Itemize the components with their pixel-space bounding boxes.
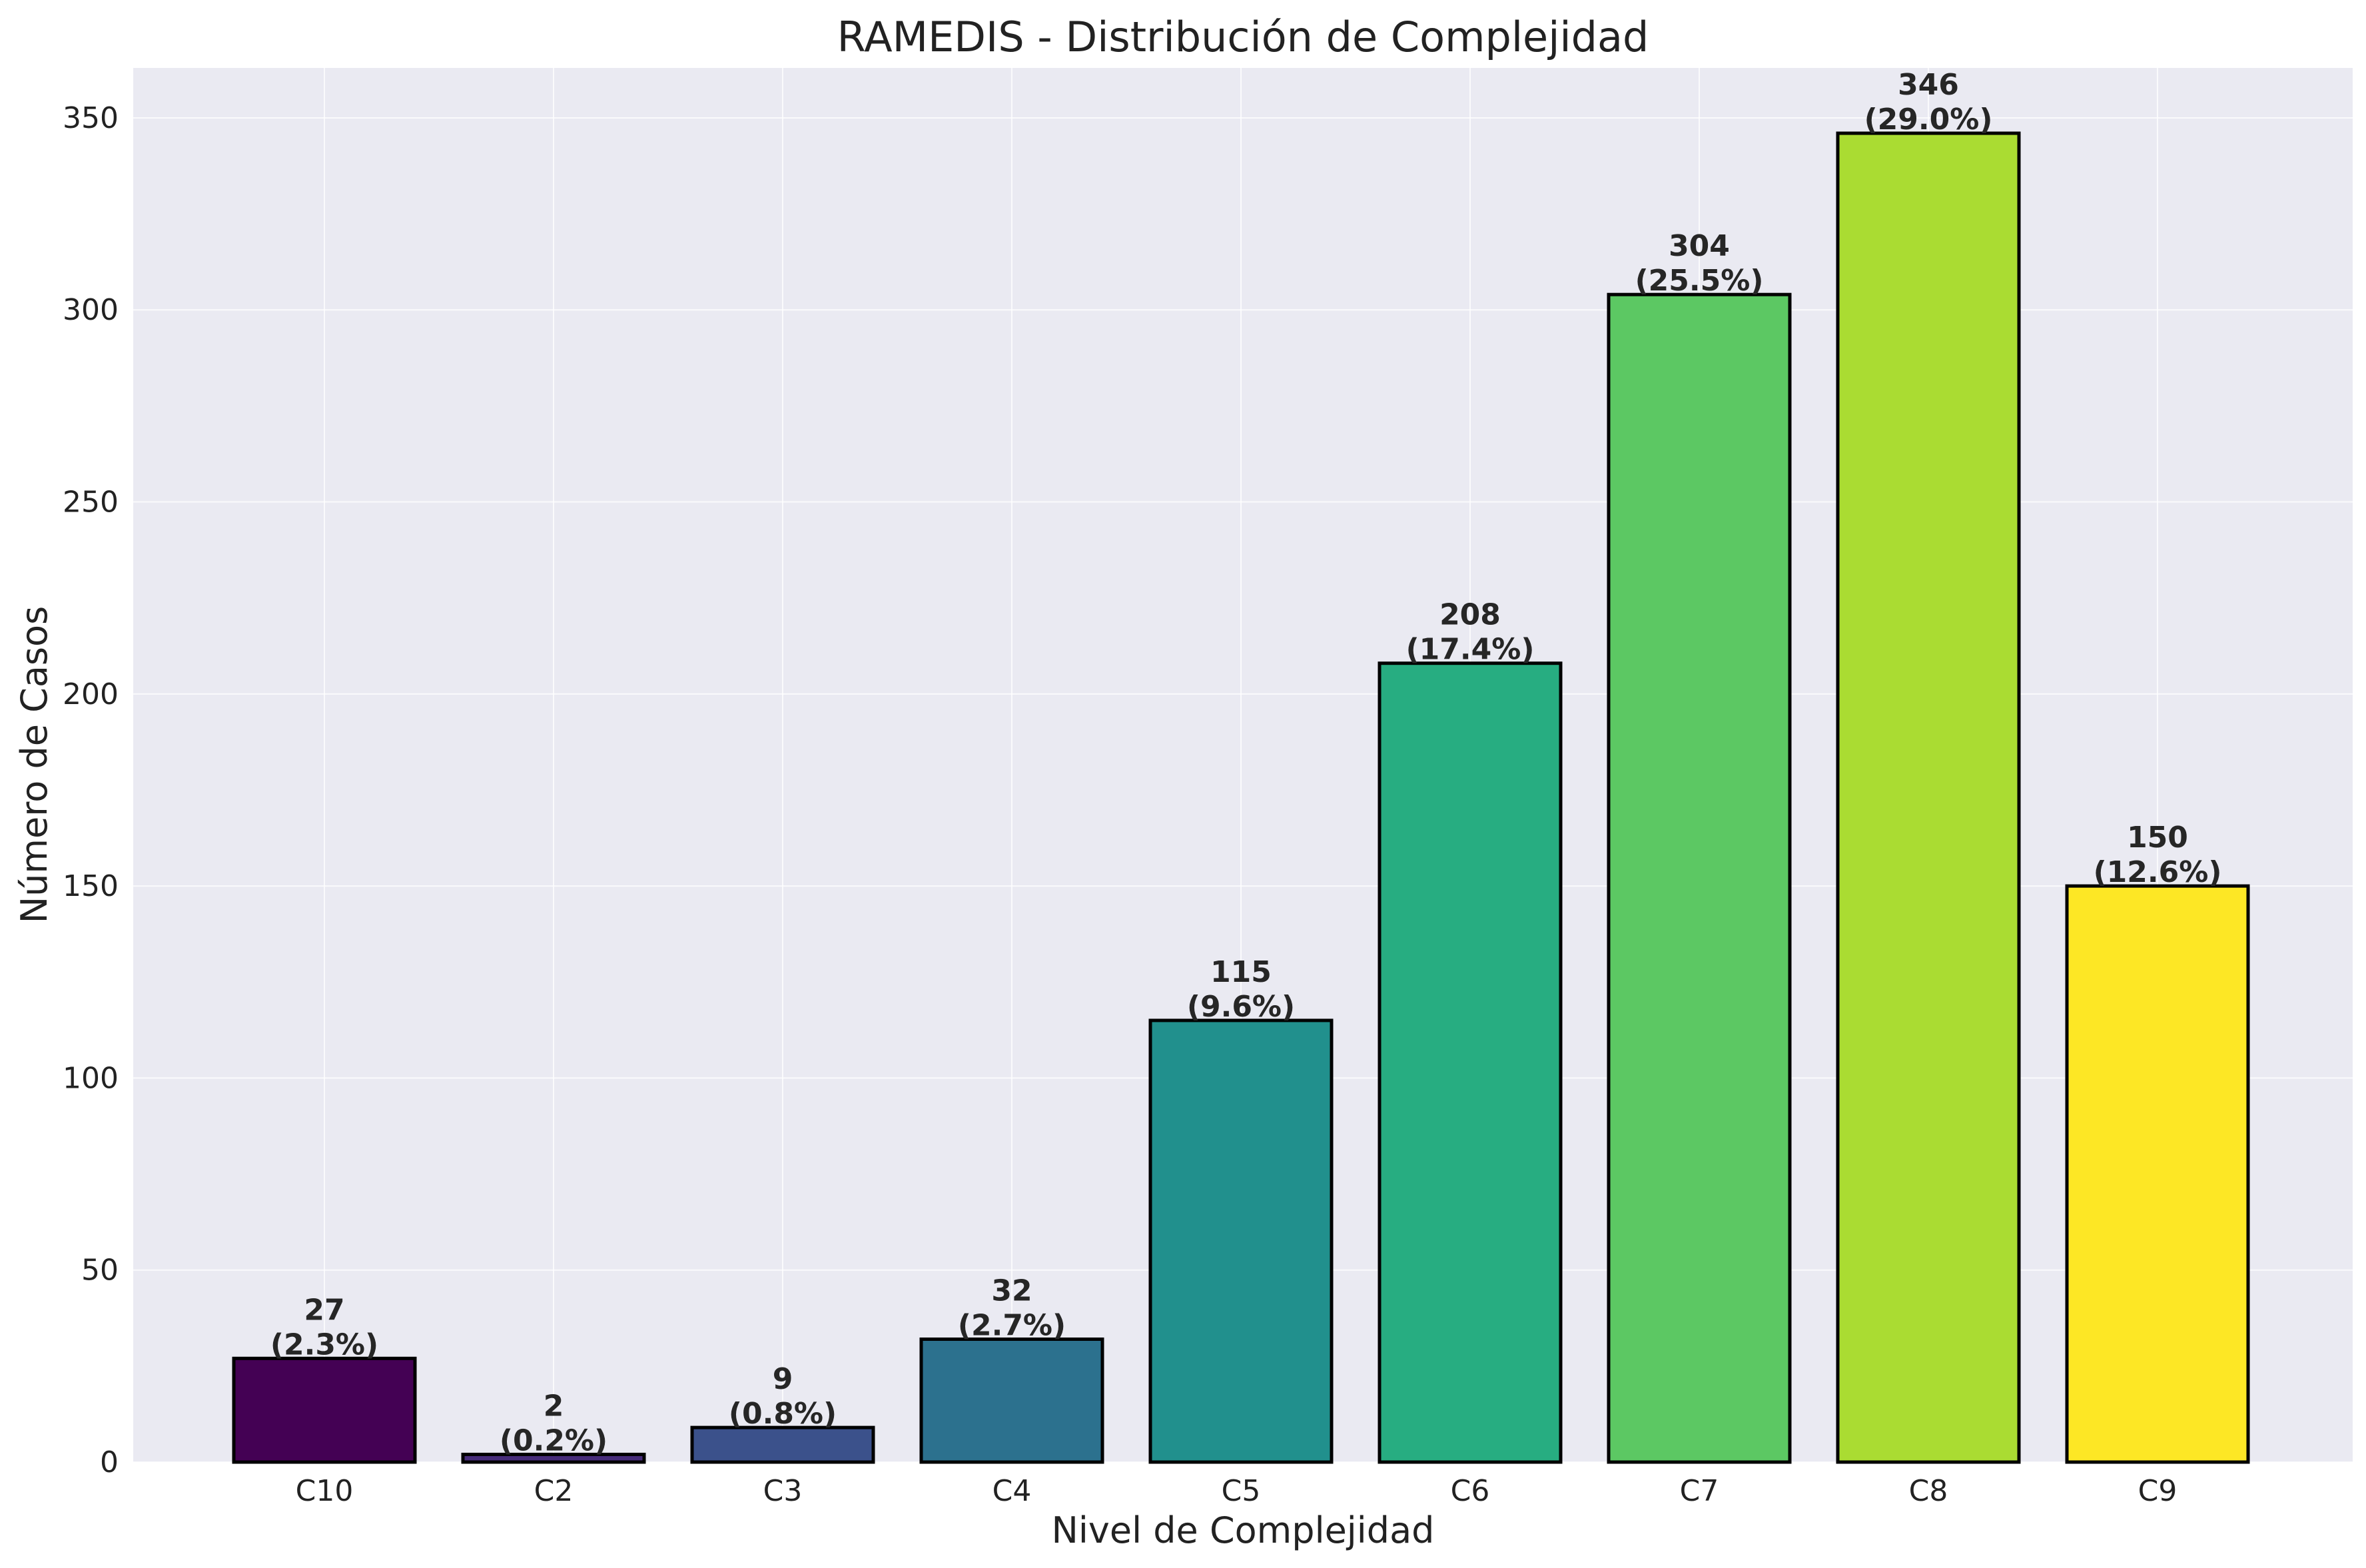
y-tick-label: 0	[100, 1445, 119, 1479]
tick-layer: 0 50 100 150 200 250 300 350 C10 C2 C3 C4 C5 C6 C7 C8 C9	[63, 101, 2177, 1508]
x-tick-label: C7	[1680, 1474, 1719, 1508]
value-label-c3: 9	[773, 1362, 793, 1396]
percent-label-c6: (17.4%)	[1406, 633, 1535, 667]
value-label-c10: 27	[304, 1293, 344, 1327]
bar-layer	[232, 131, 2250, 1464]
bar-c6	[1378, 661, 1563, 1464]
y-tick-label: 50	[81, 1254, 119, 1288]
bar-c10	[232, 1356, 417, 1464]
value-label-c5: 115	[1210, 955, 1272, 989]
y-axis-label: Número de Casos	[13, 606, 55, 923]
percent-label-c3: (0.8%)	[729, 1397, 837, 1431]
bar-c4	[919, 1337, 1104, 1464]
y-tick-label: 100	[63, 1061, 119, 1095]
x-tick-label: C8	[1909, 1474, 1948, 1508]
x-tick-label: C10	[296, 1474, 354, 1508]
value-label-c7: 304	[1669, 229, 1730, 263]
value-label-c9: 150	[2127, 821, 2188, 855]
value-label-c8: 346	[1898, 68, 1959, 102]
y-tick-label: 200	[63, 677, 119, 711]
x-tick-label: C5	[1222, 1474, 1261, 1508]
bar-c2	[461, 1452, 646, 1464]
x-tick-label: C3	[763, 1474, 803, 1508]
value-label-c4: 32	[991, 1274, 1032, 1308]
bar-c5	[1148, 1018, 1334, 1464]
x-tick-label: C9	[2138, 1474, 2177, 1508]
percent-label-c7: (25.5%)	[1635, 264, 1764, 298]
bar-c7	[1607, 292, 1792, 1464]
percent-label-c8: (29.0%)	[1864, 103, 1993, 137]
y-tick-label: 250	[63, 486, 119, 520]
chart-title: RAMEDIS - Distribución de Complejidad	[837, 13, 1649, 61]
percent-label-c9: (12.6%)	[2094, 855, 2222, 889]
y-tick-label: 300	[63, 293, 119, 327]
percent-label-c5: (9.6%)	[1187, 990, 1295, 1024]
y-tick-label: 350	[63, 101, 119, 135]
bar-c9	[2065, 884, 2250, 1464]
bar-c8	[1836, 131, 2021, 1464]
x-tick-label: C4	[992, 1474, 1032, 1508]
data-label-layer: 27(2.3%) 2(0.2%) 9(0.8%) 32(2.7%) 115(9.6%) 2…	[270, 68, 2222, 1457]
percent-label-c10: (2.3%)	[270, 1328, 378, 1362]
x-tick-label: C6	[1451, 1474, 1490, 1508]
y-tick-label: 150	[63, 869, 119, 903]
x-tick-label: C2	[534, 1474, 574, 1508]
percent-label-c2: (0.2%)	[500, 1423, 607, 1457]
percent-label-c4: (2.7%)	[958, 1308, 1066, 1342]
value-label-c6: 208	[1439, 598, 1501, 632]
value-label-c2: 2	[544, 1389, 564, 1423]
bar-c3	[690, 1425, 875, 1464]
x-axis-label: Nivel de Complejidad	[1052, 1509, 1435, 1551]
